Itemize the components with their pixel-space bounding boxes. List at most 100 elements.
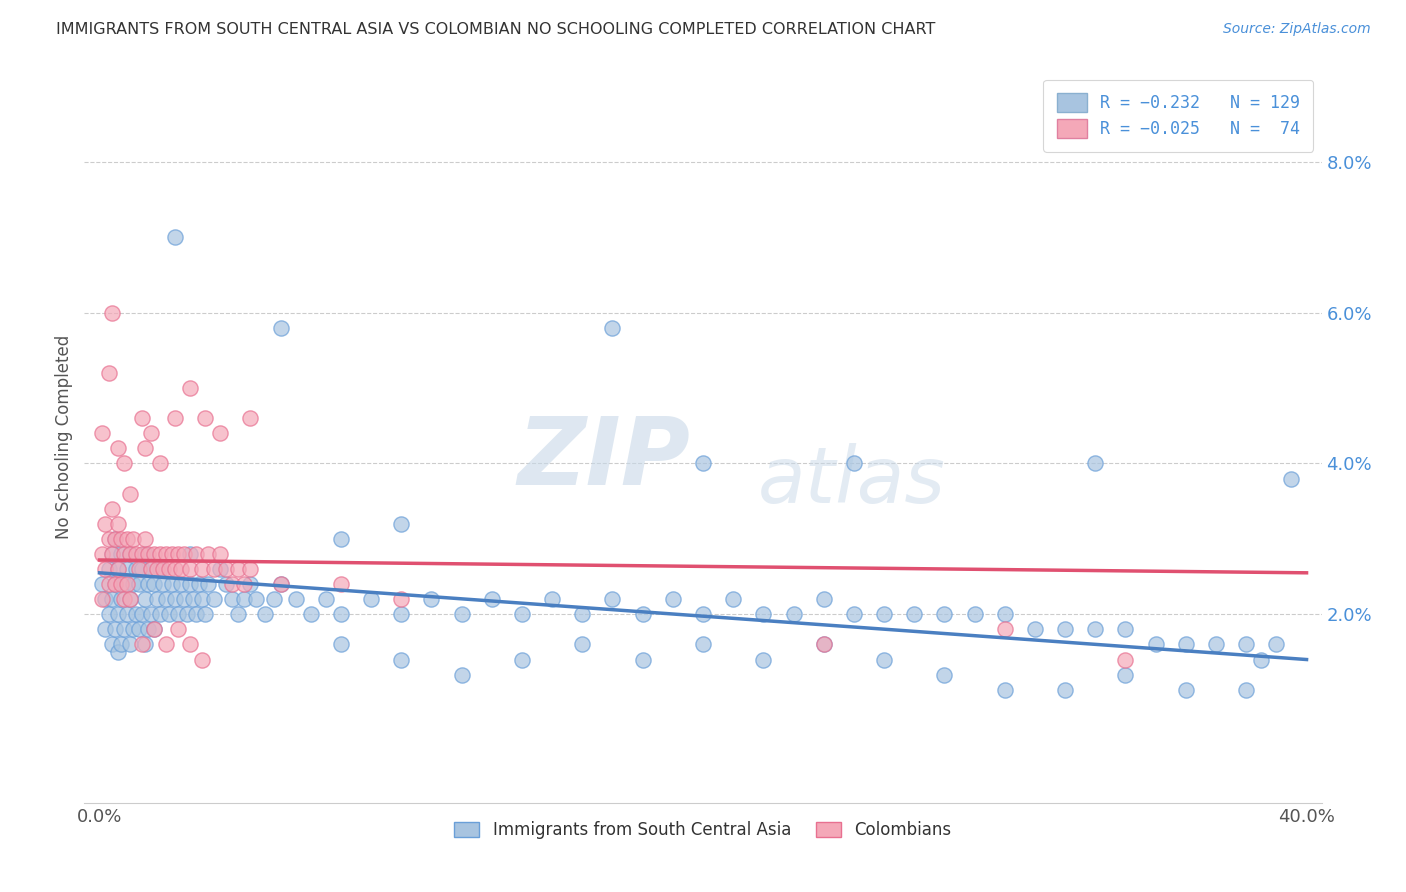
Point <box>191 562 214 576</box>
Point <box>181 592 204 607</box>
Point <box>149 457 172 471</box>
Point <box>631 607 654 622</box>
Point <box>721 592 744 607</box>
Point <box>94 562 117 576</box>
Point <box>152 577 174 591</box>
Point <box>124 562 146 576</box>
Point <box>91 592 114 607</box>
Point <box>662 592 685 607</box>
Point <box>107 645 129 659</box>
Point <box>107 442 129 456</box>
Point <box>221 577 243 591</box>
Point <box>1024 623 1046 637</box>
Point <box>1250 652 1272 666</box>
Point <box>752 607 775 622</box>
Point <box>131 562 153 576</box>
Point <box>1084 623 1107 637</box>
Point <box>157 607 180 622</box>
Point <box>420 592 443 607</box>
Point <box>1114 652 1136 666</box>
Point <box>134 592 156 607</box>
Point <box>157 562 180 576</box>
Point <box>692 457 714 471</box>
Point <box>842 607 865 622</box>
Text: ZIP: ZIP <box>517 413 690 505</box>
Point <box>873 652 896 666</box>
Point <box>100 501 122 516</box>
Point <box>167 607 190 622</box>
Point <box>131 607 153 622</box>
Point <box>813 637 835 651</box>
Text: Source: ZipAtlas.com: Source: ZipAtlas.com <box>1223 22 1371 37</box>
Point <box>541 592 564 607</box>
Point <box>188 577 211 591</box>
Point <box>1054 623 1077 637</box>
Point <box>813 637 835 651</box>
Point <box>602 592 624 607</box>
Point <box>315 592 337 607</box>
Point <box>254 607 277 622</box>
Point <box>134 547 156 561</box>
Point <box>167 547 190 561</box>
Point <box>149 547 172 561</box>
Point <box>136 623 159 637</box>
Point <box>692 637 714 651</box>
Point <box>1114 667 1136 681</box>
Point <box>100 306 122 320</box>
Point <box>329 607 352 622</box>
Point <box>226 562 249 576</box>
Point <box>1114 623 1136 637</box>
Point <box>221 592 243 607</box>
Point <box>179 381 201 395</box>
Point <box>202 562 225 576</box>
Point <box>121 532 143 546</box>
Point <box>842 457 865 471</box>
Point <box>179 562 201 576</box>
Y-axis label: No Schooling Completed: No Schooling Completed <box>55 335 73 539</box>
Point <box>209 562 232 576</box>
Point <box>163 411 186 425</box>
Point <box>124 547 146 561</box>
Point <box>97 577 120 591</box>
Point <box>389 516 412 531</box>
Point <box>97 532 120 546</box>
Point <box>110 577 132 591</box>
Point <box>128 562 150 576</box>
Point <box>270 577 292 591</box>
Point <box>1234 637 1257 651</box>
Point <box>1144 637 1167 651</box>
Point <box>163 562 186 576</box>
Point <box>115 607 138 622</box>
Point <box>142 623 165 637</box>
Point <box>813 592 835 607</box>
Point <box>107 562 129 576</box>
Point <box>994 607 1017 622</box>
Point <box>115 562 138 576</box>
Point <box>142 577 165 591</box>
Point <box>155 547 177 561</box>
Point <box>934 607 956 622</box>
Point <box>202 592 225 607</box>
Text: IMMIGRANTS FROM SOUTH CENTRAL ASIA VS COLOMBIAN NO SCHOOLING COMPLETED CORRELATI: IMMIGRANTS FROM SOUTH CENTRAL ASIA VS CO… <box>56 22 935 37</box>
Point <box>97 562 120 576</box>
Point <box>215 562 238 576</box>
Point <box>91 547 114 561</box>
Point <box>284 592 307 607</box>
Point <box>100 547 122 561</box>
Point <box>134 442 156 456</box>
Point <box>97 366 120 380</box>
Point <box>782 607 804 622</box>
Point <box>139 562 162 576</box>
Point <box>631 652 654 666</box>
Point <box>329 532 352 546</box>
Point <box>184 547 207 561</box>
Point <box>115 577 138 591</box>
Point <box>1054 682 1077 697</box>
Point <box>1174 682 1197 697</box>
Point <box>191 652 214 666</box>
Point <box>139 562 162 576</box>
Point <box>197 577 219 591</box>
Point <box>155 592 177 607</box>
Point <box>450 667 472 681</box>
Point <box>197 547 219 561</box>
